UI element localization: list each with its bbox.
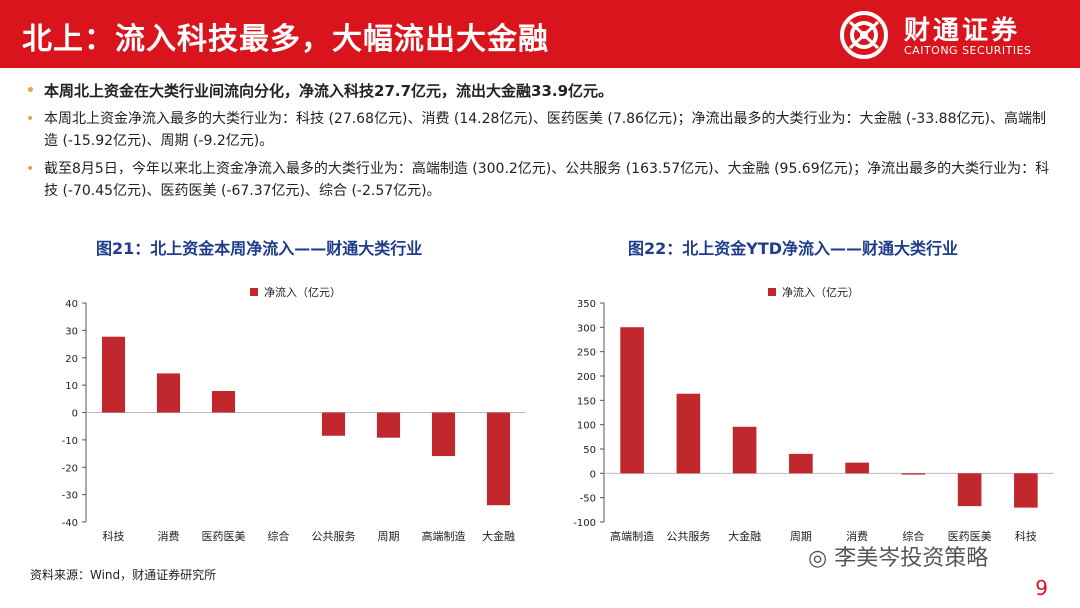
bullet-item: • 本周北上资金在大类行业间流向分化，净流入科技27.7亿元，流出大金融33.9… bbox=[26, 80, 1056, 102]
legend-label: 净流入（亿元） bbox=[264, 285, 341, 299]
bar bbox=[321, 412, 346, 436]
chart-1-title: 图21：北上资金本周净流入——财通大类行业 bbox=[96, 239, 423, 258]
category-label: 公共服务 bbox=[666, 530, 710, 543]
bar bbox=[620, 327, 644, 474]
bullet-dot-icon: • bbox=[26, 83, 35, 99]
category-label: 医药医美 bbox=[202, 530, 246, 543]
bar bbox=[431, 412, 456, 457]
bullet-text: 本周北上资金净流入最多的大类行业为：科技 (27.68亿元)、消费 (14.28… bbox=[44, 111, 1046, 149]
y-tick-label: -10 bbox=[62, 436, 78, 447]
chart-1-svg: 净流入（亿元） 40 30 20 10 0 -10 -20 -30 -40 科技 消费 医药医美 综合 公共… bbox=[62, 285, 526, 543]
bullet-item: • 截至8月5日，今年以来北上资金净流入最多的大类行业为：高端制造 (300.2… bbox=[26, 158, 1056, 202]
y-tick-label: 250 bbox=[577, 348, 596, 359]
bullet-text: 本周北上资金在大类行业间流向分化，净流入科技27.7亿元，流出大金融33.9亿元… bbox=[44, 82, 614, 100]
y-tick-label: 350 bbox=[577, 299, 596, 310]
wechat-icon: ◎ bbox=[808, 546, 828, 571]
logo-chinese-text: 财通证券 bbox=[904, 16, 1021, 46]
bullet-text: 截至8月5日，今年以来北上资金净流入最多的大类行业为：高端制造 (300.2亿元… bbox=[44, 161, 1050, 199]
y-tick-label: -40 bbox=[62, 518, 78, 529]
page-title: 北上：流入科技最多，大幅流出大金融 bbox=[22, 22, 549, 57]
bar bbox=[789, 453, 813, 474]
y-tick-label: 0 bbox=[590, 469, 596, 480]
category-label: 综合 bbox=[902, 529, 924, 543]
bar bbox=[676, 393, 701, 474]
y-tick-label: -100 bbox=[573, 518, 596, 529]
bar bbox=[732, 426, 757, 474]
category-label: 科技 bbox=[1015, 529, 1037, 543]
category-label: 消费 bbox=[158, 529, 180, 543]
chart-2-svg: 净流入（亿元） 350 300 250 200 150 100 50 0 -50 -100 高端制造公… bbox=[573, 285, 1054, 543]
bar bbox=[845, 462, 869, 474]
bullet-dot-icon: • bbox=[26, 111, 35, 127]
y-tick-label: -30 bbox=[62, 491, 78, 502]
watermark: ◎ 李美岑投资策略 bbox=[808, 540, 988, 572]
category-label: 高端制造 bbox=[422, 529, 466, 543]
bar bbox=[101, 336, 126, 413]
legend-swatch bbox=[768, 288, 776, 296]
y-tick-label: 100 bbox=[577, 421, 596, 432]
y-tick-label: 300 bbox=[577, 323, 596, 334]
category-label: 周期 bbox=[378, 530, 400, 543]
bar bbox=[901, 473, 926, 475]
bar bbox=[486, 412, 511, 506]
logo-emblem-icon bbox=[840, 11, 888, 59]
category-label: 大金融 bbox=[728, 529, 761, 543]
category-label: 消费 bbox=[846, 529, 868, 543]
bar bbox=[376, 412, 401, 438]
y-tick-label: -20 bbox=[62, 463, 78, 474]
company-logo: 财通证券 CAITONG SECURITIES bbox=[836, 8, 1046, 62]
legend-label: 净流入（亿元） bbox=[782, 285, 859, 299]
y-tick-label: 20 bbox=[65, 354, 78, 365]
chart-2-title: 图22：北上资金YTD净流入——财通大类行业 bbox=[628, 239, 959, 258]
y-tick-label: 50 bbox=[583, 445, 596, 456]
bullet-item: • 本周北上资金净流入最多的大类行业为：科技 (27.68亿元)、消费 (14.… bbox=[26, 108, 1056, 152]
y-tick-label: 30 bbox=[65, 326, 78, 337]
chart-1: 净流入（亿元） 40 30 20 10 0 -10 -20 -30 -40 科技 消费 医药医美 综合 公共… bbox=[40, 285, 530, 559]
y-tick-label: 10 bbox=[65, 381, 78, 392]
bar bbox=[957, 473, 982, 507]
y-tick-label: 150 bbox=[577, 396, 596, 407]
logo-english-text: CAITONG SECURITIES bbox=[904, 44, 1032, 57]
bar bbox=[211, 390, 236, 413]
y-tick-label: 200 bbox=[577, 372, 596, 383]
page-number: 9 bbox=[1035, 576, 1048, 600]
y-tick-label: -50 bbox=[580, 494, 596, 505]
category-label: 公共服务 bbox=[312, 530, 356, 543]
y-tick-label: 0 bbox=[72, 409, 78, 420]
category-label: 周期 bbox=[790, 530, 812, 543]
y-tick-label: 40 bbox=[65, 299, 78, 310]
category-label: 科技 bbox=[103, 529, 125, 543]
bullet-list: • 本周北上资金在大类行业间流向分化，净流入科技27.7亿元，流出大金融33.9… bbox=[26, 80, 1056, 208]
bullet-dot-icon: • bbox=[26, 161, 35, 177]
category-label: 医药医美 bbox=[948, 530, 992, 543]
bar bbox=[156, 373, 181, 413]
category-label: 大金融 bbox=[482, 529, 515, 543]
header-bar: 北上：流入科技最多，大幅流出大金融 财通证券 CAITONG SECURITIE… bbox=[0, 0, 1080, 68]
category-label: 综合 bbox=[268, 529, 290, 543]
category-label: 高端制造 bbox=[610, 529, 654, 543]
chart-2: 净流入（亿元） 350 300 250 200 150 100 50 0 -50 -100 高端制造公… bbox=[560, 285, 1060, 559]
bar bbox=[1014, 473, 1038, 508]
watermark-text: 李美岑投资策略 bbox=[834, 546, 989, 571]
legend-swatch bbox=[250, 288, 258, 296]
source-note: 资料来源：Wind，财通证券研究所 bbox=[30, 568, 217, 582]
